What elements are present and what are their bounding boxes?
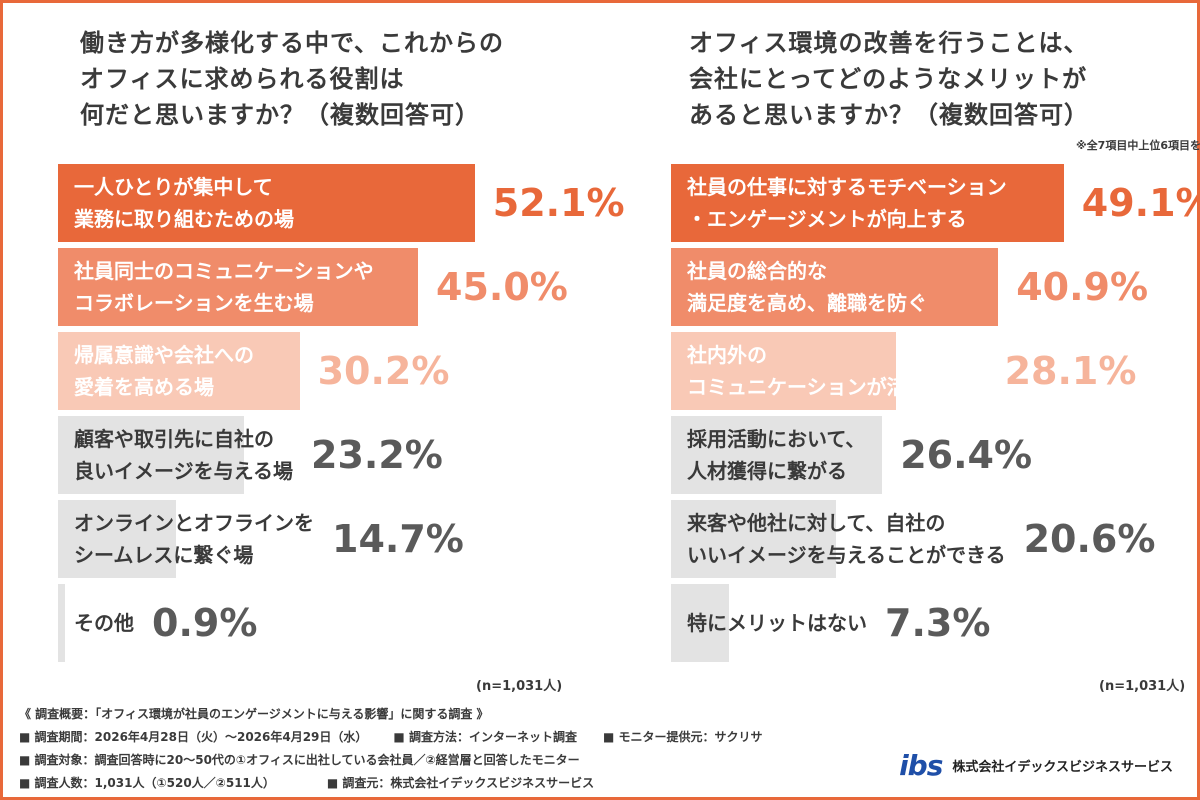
footer-period: ■ 調査期間：2026年4月28日（火）〜2026年4月29日（水） xyxy=(19,730,368,744)
left-sample-size: (n=1,031人) xyxy=(476,679,563,694)
right-chart-panel: オフィス環境の改善を行うことは、 会社にとってどのようなメリットが あると思いま… xyxy=(671,3,1200,703)
bar xyxy=(671,332,896,410)
bar-value-label: 26.4% xyxy=(900,433,1033,477)
right-chart-note: ※全7項目中上位6項目を抜粋 xyxy=(1075,139,1200,152)
logo-company-name: 株式会社イデックスビジネスサービス xyxy=(952,760,1173,775)
footer-org: ■ 調査元：株式会社イデックスビジネスサービス xyxy=(326,776,595,790)
bar-row: 来客や他社に対して、自社の いいイメージを与えることができる 20.6% xyxy=(671,497,1200,581)
bar-row: 社内外の コミュニケーションが活性化する 28.1% xyxy=(671,329,1200,413)
bar-row: 採用活動において、 人材獲得に繋がる 26.4% xyxy=(671,413,1200,497)
bar-value-label: 45.0% xyxy=(436,265,568,309)
survey-footer: 《 調査概要：「オフィス環境が社員のエンゲージメントに与える影響」に関する調査 … xyxy=(19,703,879,795)
bar xyxy=(671,164,1064,242)
right-chart-title: オフィス環境の改善を行うことは、 会社にとってどのようなメリットが あると思いま… xyxy=(689,29,1089,129)
footer-method: ■ 調査方法：インターネット調査 xyxy=(393,730,577,744)
bar-value-label: 30.2% xyxy=(317,349,450,393)
bar-category-label: 来客や他社に対して、自社の いいイメージを与えることができる xyxy=(687,511,1006,567)
bar-row: オンラインとオフラインを シームレスに繋ぐ場 14.7% xyxy=(58,497,618,581)
bar-value-label: 20.6% xyxy=(1023,517,1156,561)
bar-category-label: 社員の仕事に対するモチベーション ・エンゲージメントが向上する xyxy=(687,175,1007,231)
bar-value-label: 14.7% xyxy=(332,517,464,561)
footer-line-2: ■ 調査期間：2026年4月28日（火）〜2026年4月29日（水） ■ 調査方法… xyxy=(19,726,879,749)
bar-category-label: 帰属意識や会社への 愛着を高める場 xyxy=(74,343,254,399)
footer-provider: ■ モニター提供元：サクリサ xyxy=(602,730,763,744)
bar-row: 社員の仕事に対するモチベーション ・エンゲージメントが向上する 49.1% xyxy=(671,161,1200,245)
bar-value-label: 40.9% xyxy=(1016,265,1149,309)
bar-value-label: 49.1% xyxy=(1081,181,1200,225)
bar xyxy=(58,164,475,242)
footer-survey-title: 《 調査概要：「オフィス環境が社員のエンゲージメントに与える影響」に関する調査 … xyxy=(19,707,489,721)
bar-category-label: 一人ひとりが集中して 業務に取り組むための場 xyxy=(74,175,294,231)
bar-row: その他 0.9% xyxy=(58,581,618,665)
bar-value-label: 52.1% xyxy=(492,181,625,225)
bar-value-label: 23.2% xyxy=(311,433,443,477)
bar xyxy=(58,248,418,326)
bar xyxy=(58,500,176,578)
bar xyxy=(671,248,999,326)
bar-category-label: 社員の総合的な 満足度を高め、離職を防ぐ xyxy=(687,259,927,315)
bar-category-label: 社内外の コミュニケーションが活性化する xyxy=(687,343,987,399)
bar-row: 社員同士のコミュニケーションや コラボレーションを生む場 45.0% xyxy=(58,245,618,329)
right-sample-size: (n=1,031人) xyxy=(1099,679,1186,694)
bar xyxy=(671,500,836,578)
bar xyxy=(58,584,66,662)
bar-category-label: 顧客や取引先に自社の 良いイメージを与える場 xyxy=(74,427,293,483)
bar-row: 帰属意識や会社への 愛着を高める場 30.2% xyxy=(58,329,618,413)
bar xyxy=(58,416,244,494)
ibs-logo-mark: ibs xyxy=(899,749,943,782)
bar-row: 特にメリットはない 7.3% xyxy=(671,581,1200,665)
left-chart-title: 働き方が多様化する中で、これからの オフィスに求められる役割は 何だと思いますか… xyxy=(80,29,505,129)
bar-category-label: その他 xyxy=(74,611,134,635)
bar-category-label: 採用活動において、 人材獲得に繋がる xyxy=(687,427,866,483)
bar-row: 顧客や取引先に自社の 良いイメージを与える場 23.2% xyxy=(58,413,618,497)
footer-count: ■ 調査人数：1,031人（①520人／②511人） xyxy=(19,776,275,790)
bar-value-label: 0.9% xyxy=(152,601,258,645)
bar-category-label: オンラインとオフラインを シームレスに繋ぐ場 xyxy=(74,511,314,567)
bar xyxy=(58,332,300,410)
bar-row: 一人ひとりが集中して 業務に取り組むための場 52.1% xyxy=(58,161,625,245)
left-chart-panel: 働き方が多様化する中で、これからの オフィスに求められる役割は 何だと思いますか… xyxy=(58,3,625,703)
bar-row: 社員の総合的な 満足度を高め、離職を防ぐ 40.9% xyxy=(671,245,1200,329)
bar-category-label: 社員同士のコミュニケーションや コラボレーションを生む場 xyxy=(74,259,374,315)
bar xyxy=(671,416,883,494)
footer-target: ■ 調査対象：調査回答時に20〜50代の①オフィスに出社している会社員／②経営層… xyxy=(19,753,580,767)
bar xyxy=(671,584,730,662)
bar-value-label: 28.1% xyxy=(1004,349,1137,393)
bar-value-label: 7.3% xyxy=(885,601,991,645)
bar-category-label: 特にメリットはない xyxy=(687,611,867,635)
company-logo: ibs 株式会社イデックスビジネスサービス xyxy=(899,749,1173,782)
footer-line-4: ■ 調査人数：1,031人（①520人／②511人） ■ 調査元：株式会社イデック… xyxy=(19,772,879,795)
